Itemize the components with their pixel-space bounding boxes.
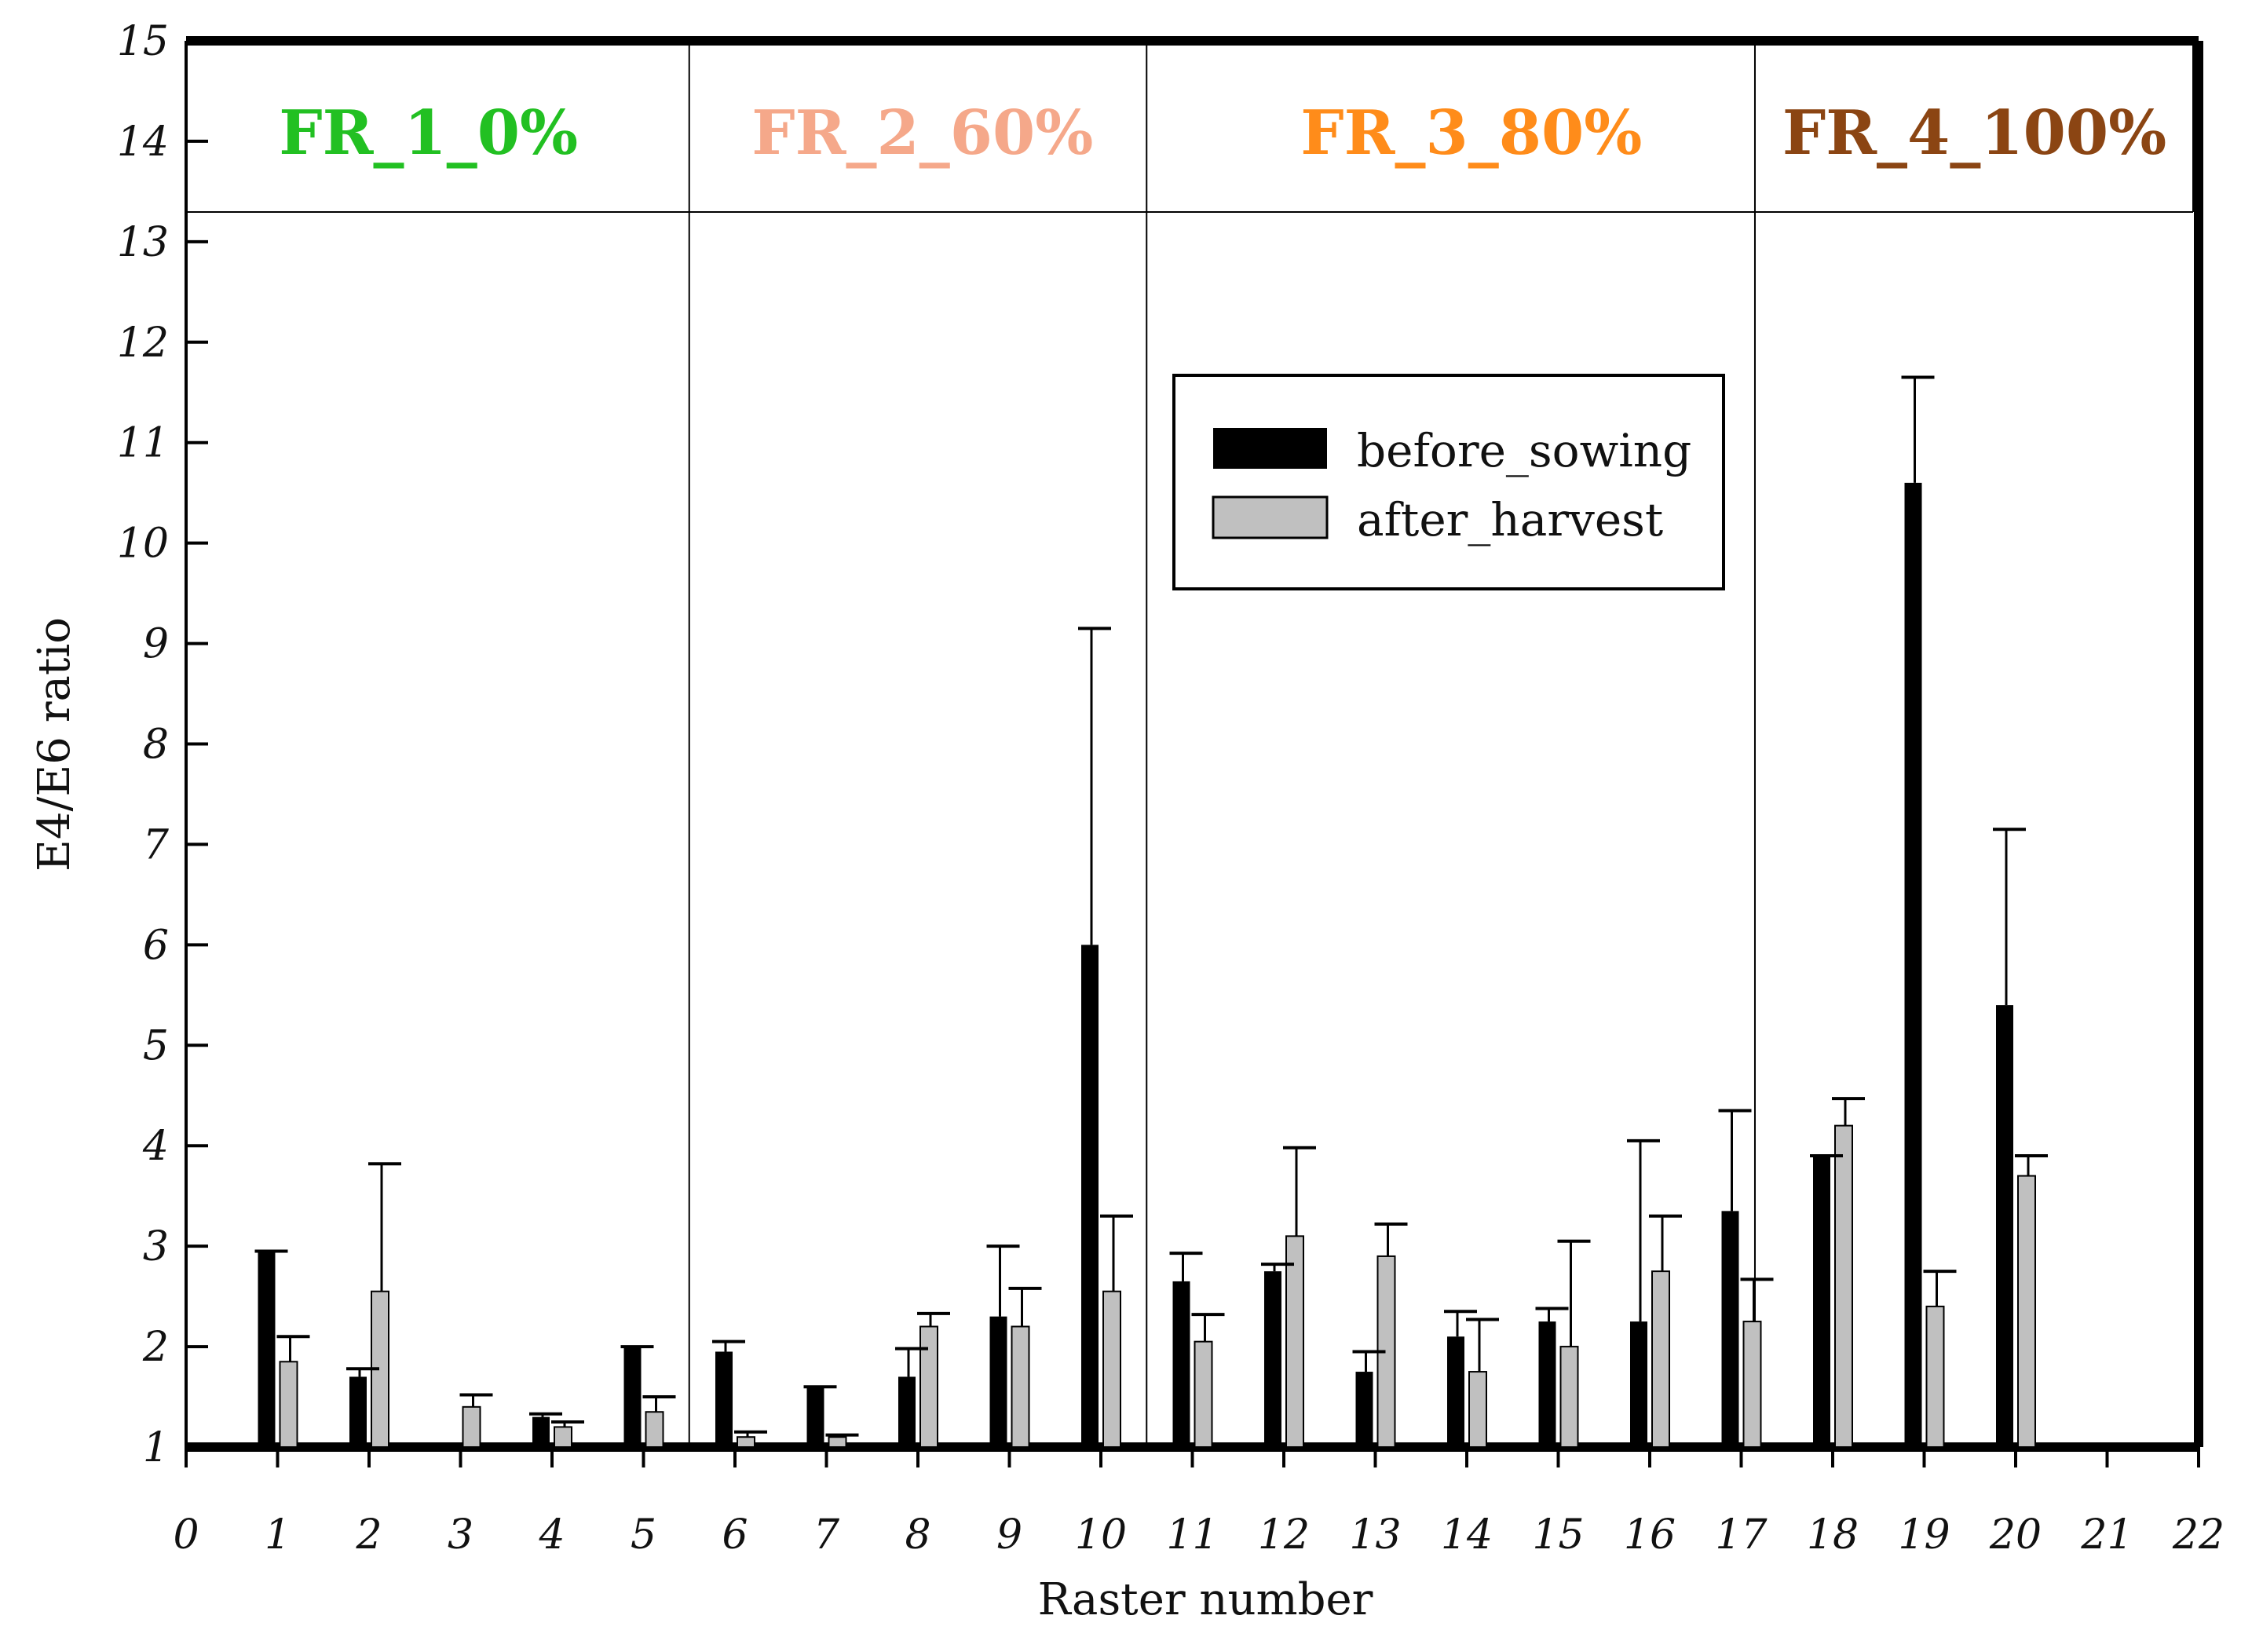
y-tick-label-7: 7: [143, 821, 170, 868]
y-tick-label-5: 5: [143, 1022, 169, 1069]
bar-before-sowing-12: [1264, 1271, 1281, 1447]
bar-before-sowing-13: [1355, 1372, 1373, 1447]
bar-before-sowing-14: [1447, 1336, 1464, 1447]
x-tick-label-8: 8: [905, 1511, 930, 1559]
x-tick-label-16: 16: [1624, 1511, 1676, 1559]
x-tick-label-13: 13: [1349, 1511, 1401, 1559]
y-tick-label-13: 13: [117, 219, 169, 266]
x-tick-label-0: 0: [173, 1511, 199, 1559]
legend-label-after-harvest: after_harvest: [1357, 493, 1663, 546]
y-axis-title: E4/E6 ratio: [29, 617, 80, 872]
bar-before-sowing-20: [1996, 1005, 2013, 1447]
y-tick-label-10: 10: [117, 521, 169, 568]
group-labels: FR_1_0% FR_2_60% FR_3_80% FR_4_100%: [279, 97, 2166, 169]
bar-after-harvest-18: [1834, 1124, 1853, 1448]
error-bars: [254, 375, 2048, 1438]
x-tick-label-4: 4: [538, 1511, 565, 1559]
bar-after-harvest-3: [462, 1405, 481, 1449]
x-tick-label-18: 18: [1807, 1511, 1859, 1559]
y-tick-label-4: 4: [142, 1123, 169, 1170]
bar-after-harvest-15: [1559, 1346, 1579, 1448]
bar-after-harvest-8: [919, 1325, 938, 1448]
legend-label-before-sowing: before_sowing: [1357, 424, 1691, 477]
x-axis-title: Raster number: [1038, 1574, 1373, 1625]
group-label-2: FR_2_60%: [751, 97, 1093, 169]
y-tick-label-11: 11: [117, 420, 169, 467]
bar-before-sowing-7: [806, 1387, 824, 1447]
legend-swatch-before-sowing: [1213, 428, 1327, 469]
legend-swatch-after-harvest: [1212, 495, 1329, 539]
x-tick-label-22: 22: [2172, 1511, 2225, 1559]
group-label-1: FR_1_0%: [279, 97, 578, 169]
bar-before-sowing-8: [898, 1376, 916, 1447]
bar-before-sowing-18: [1813, 1156, 1830, 1447]
bar-before-sowing-17: [1721, 1211, 1739, 1447]
y-tick-label-6: 6: [143, 922, 169, 969]
group-label-4: FR_4_100%: [1782, 97, 2166, 169]
bar-after-harvest-17: [1742, 1321, 1762, 1448]
bar-before-sowing-16: [1630, 1321, 1647, 1447]
bar-after-harvest-11: [1194, 1340, 1213, 1449]
bar-after-harvest-10: [1102, 1290, 1121, 1448]
bar-before-sowing-11: [1172, 1281, 1190, 1447]
bar-after-harvest-6: [737, 1436, 755, 1449]
x-tick-label-3: 3: [448, 1511, 473, 1559]
y-tick-label-9: 9: [143, 621, 169, 668]
legend-box: [1172, 374, 1725, 590]
bar-after-harvest-4: [554, 1426, 572, 1449]
x-tick-label-21: 21: [2080, 1511, 2133, 1559]
bar-after-harvest-9: [1011, 1325, 1030, 1448]
bar-after-harvest-7: [828, 1436, 847, 1449]
bar-before-sowing-5: [623, 1347, 642, 1447]
bar-before-sowing-15: [1538, 1321, 1556, 1447]
group-label-3: FR_3_80%: [1300, 97, 1642, 169]
bar-before-sowing-9: [989, 1316, 1007, 1447]
bar-before-sowing-6: [715, 1351, 733, 1447]
x-tick-label-5: 5: [631, 1511, 656, 1559]
group-dividers: [688, 41, 1756, 1447]
x-tick-label-6: 6: [722, 1511, 748, 1559]
y-tick-label-14: 14: [117, 119, 169, 166]
x-tick-label-11: 11: [1166, 1511, 1218, 1559]
bar-after-harvest-1: [279, 1361, 298, 1449]
y-tick-label-1: 1: [143, 1424, 169, 1471]
bars: [258, 482, 2036, 1449]
x-axis: 0 1 2 3 4 5 6 7 8 9 10 11 12 13 14 15 16 17 18 19 20 21 22: [173, 1444, 2225, 1559]
plot-frame: [185, 36, 2203, 1452]
y-tick-label-2: 2: [142, 1324, 169, 1371]
bar-before-sowing-2: [349, 1376, 367, 1447]
x-tick-label-7: 7: [813, 1511, 840, 1559]
x-tick-label-17: 17: [1715, 1511, 1768, 1559]
x-tick-label-19: 19: [1898, 1511, 1950, 1559]
x-tick-label-14: 14: [1441, 1511, 1493, 1559]
bar-after-harvest-5: [645, 1411, 664, 1448]
bar-before-sowing-19: [1904, 482, 1922, 1447]
bar-after-harvest-19: [1925, 1305, 1945, 1449]
y-tick-label-8: 8: [143, 722, 169, 769]
y-tick-label-12: 12: [117, 320, 169, 367]
x-tick-label-15: 15: [1532, 1511, 1584, 1559]
x-tick-label-20: 20: [1989, 1511, 2042, 1559]
bar-before-sowing-4: [532, 1416, 550, 1447]
bar-after-harvest-20: [2017, 1175, 2036, 1449]
legend: before_sowing after_harvest: [1172, 374, 1725, 590]
bar-before-sowing-1: [258, 1251, 276, 1447]
y-tick-label-3: 3: [143, 1223, 169, 1270]
bar-after-harvest-16: [1651, 1270, 1670, 1448]
x-tick-label-12: 12: [1258, 1511, 1310, 1559]
y-tick-label-15: 15: [117, 18, 169, 65]
x-tick-label-9: 9: [996, 1511, 1022, 1559]
x-tick-label-1: 1: [265, 1511, 291, 1559]
x-tick-label-2: 2: [355, 1511, 382, 1559]
bar-after-harvest-14: [1468, 1371, 1487, 1449]
bar-after-harvest-12: [1285, 1235, 1304, 1448]
bar-before-sowing-10: [1081, 945, 1099, 1447]
x-tick-label-10: 10: [1075, 1511, 1127, 1559]
